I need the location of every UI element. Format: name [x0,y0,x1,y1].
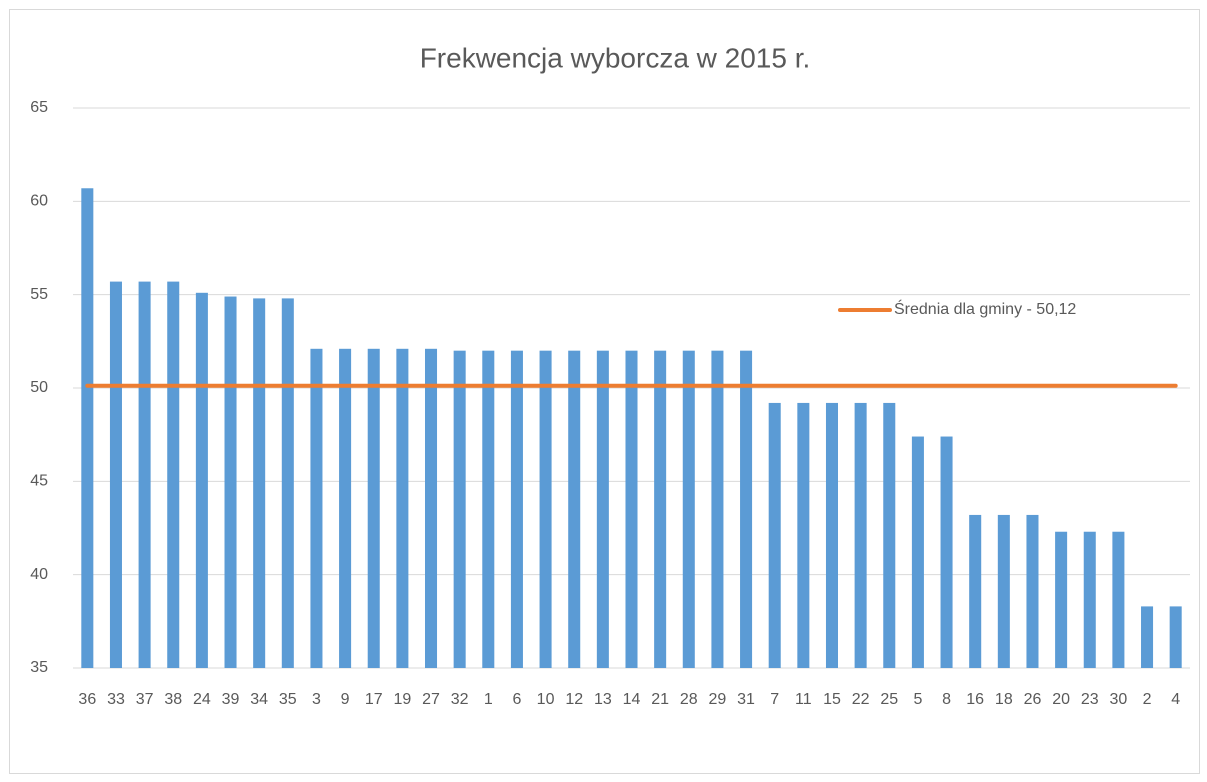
x-tick-label: 15 [823,691,841,708]
x-tick-label: 4 [1171,691,1180,708]
bar [883,402,896,668]
x-tick-label: 36 [78,691,96,708]
x-tick-label: 23 [1081,691,1099,708]
x-tick-label: 37 [136,691,154,708]
y-tick-label: 50 [30,379,48,396]
x-tick-label: 28 [680,691,698,708]
x-tick-label: 20 [1052,691,1070,708]
bar [339,348,352,668]
bar [195,292,208,668]
bar [81,188,94,668]
bar [596,350,609,668]
x-tick-label: 24 [193,691,211,708]
x-tick-label: 38 [164,691,182,708]
x-tick-label: 22 [852,691,870,708]
bar [1055,531,1068,668]
x-tick-label: 7 [770,691,779,708]
bar [482,350,495,668]
bar [969,514,982,668]
bar [940,436,953,668]
bar [510,350,523,668]
bar [568,350,581,668]
bar [997,514,1010,668]
bar [625,350,638,668]
x-tick-label: 21 [651,691,669,708]
x-tick-label: 32 [451,691,469,708]
bar [453,350,466,668]
bar [224,296,237,668]
bar [740,350,753,668]
bar [1141,606,1154,668]
x-tick-label: 29 [709,691,727,708]
bar [825,402,839,668]
x-tick-label: 11 [795,691,812,708]
bar [396,348,409,668]
x-tick-label: 26 [1024,691,1042,708]
x-tick-label: 5 [913,691,922,708]
x-tick-label: 14 [623,691,641,708]
legend-label: Średnia dla gminy - 50,12 [894,299,1076,318]
bar [1112,531,1125,668]
x-tick-label: 31 [737,691,755,708]
x-tick-label: 9 [341,691,350,708]
y-tick-label: 55 [30,286,48,303]
bar [253,298,266,668]
bar [281,298,294,668]
bar [768,402,781,668]
bar [109,281,122,668]
x-tick-label: 17 [365,691,383,708]
x-tick-label: 18 [995,691,1013,708]
x-tick-label: 2 [1143,691,1152,708]
x-tick-label: 39 [222,691,240,708]
bar [682,350,695,668]
x-tick-label: 13 [594,691,612,708]
bar [367,348,380,668]
x-tick-label: 27 [422,691,440,708]
x-tick-label: 34 [250,691,268,708]
bar [167,281,180,668]
bar [1083,531,1096,668]
y-tick-label: 45 [30,473,48,490]
x-tick-label: 12 [565,691,583,708]
x-tick-label: 8 [942,691,951,708]
bar [1026,514,1039,668]
x-tick-label: 6 [512,691,521,708]
y-tick-label: 40 [30,566,48,583]
x-tick-label: 35 [279,691,297,708]
y-tick-label: 65 [30,99,48,116]
x-tick-label: 19 [393,691,411,708]
bar [138,281,151,668]
bar [539,350,552,668]
x-tick-label: 3 [312,691,321,708]
bar [424,348,438,668]
bar [711,350,724,668]
x-tick-label: 16 [966,691,984,708]
bar [654,350,667,668]
bar [911,436,924,668]
y-tick-label: 60 [30,193,48,210]
x-tick-label: 10 [537,691,555,708]
bar [854,402,867,668]
x-tick-label: 25 [880,691,898,708]
bar [310,348,323,668]
y-tick-label: 35 [30,659,48,676]
x-tick-label: 33 [107,691,125,708]
chart-title: Frekwencja wyborcza w 2015 r. [420,42,811,73]
x-tick-label: 30 [1109,691,1127,708]
bar [1169,606,1182,668]
x-tick-label: 1 [484,691,493,708]
bar [797,402,810,668]
